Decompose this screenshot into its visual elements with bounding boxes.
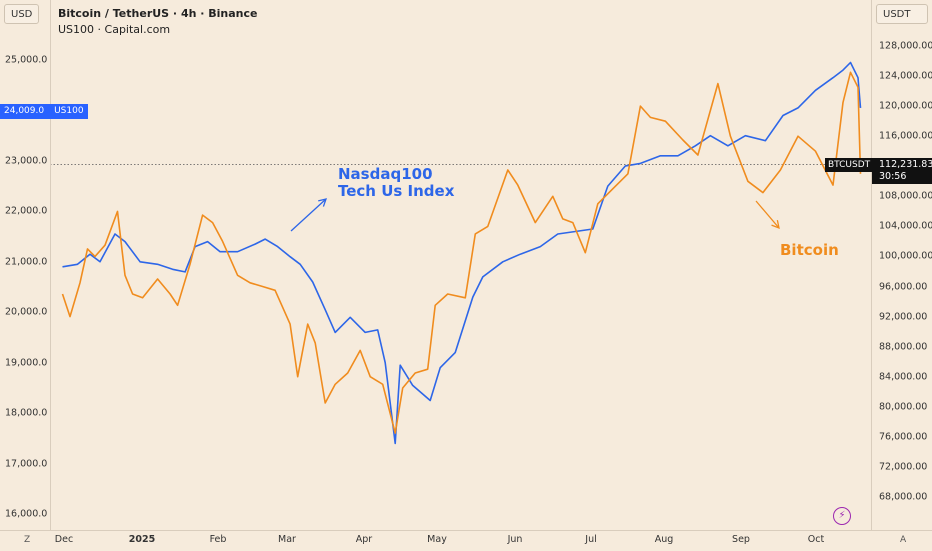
lightning-icon[interactable]: ⚡ — [833, 507, 851, 525]
right-tick-label: 88,000.00 — [879, 341, 928, 353]
btc-symbol-tag: BTCUSDT — [825, 158, 874, 172]
x-tick-label: Sep — [732, 534, 750, 545]
right-tick-label: 104,000.00 — [879, 220, 932, 232]
nasdaq-series-line[interactable] — [62, 61, 862, 445]
right-unit-button[interactable]: USDT — [876, 4, 928, 24]
right-tick-label: 124,000.00 — [879, 70, 932, 82]
left-price-axis[interactable] — [0, 0, 51, 530]
timezone-button[interactable]: Z — [24, 535, 31, 545]
right-tick-label: 120,000.00 — [879, 100, 932, 112]
legend: Bitcoin / TetherUS · 4h · Binance US100 … — [58, 6, 257, 38]
right-tick-label: 128,000.00 — [879, 40, 932, 52]
bar-countdown: 30:56 — [879, 171, 907, 182]
x-tick-label: Jul — [585, 534, 597, 545]
nasdaq-arrow-icon — [290, 198, 328, 232]
right-tick-label: 100,000.00 — [879, 250, 932, 262]
left-tick-label: 22,000.0 — [5, 205, 48, 217]
left-tick-label: 19,000.0 — [5, 357, 48, 369]
x-tick-label: May — [427, 534, 447, 545]
bitcoin-series-line[interactable] — [61, 71, 862, 434]
left-tick-label: 21,000.0 — [5, 256, 48, 268]
x-tick-label: Oct — [807, 534, 825, 545]
nasdaq-annotation-line1: Nasdaq100 — [338, 165, 433, 183]
right-tick-label: 108,000.00 — [879, 190, 932, 202]
left-tick-label: 20,000.0 — [5, 306, 48, 318]
x-tick-label: Dec — [54, 534, 74, 545]
us100-symbol-label: US100 — [54, 106, 84, 116]
left-tick-label: 16,000.0 — [5, 508, 48, 520]
right-price-axis[interactable] — [871, 0, 932, 530]
btc-last-price: 112,231.83 — [879, 159, 932, 170]
left-unit-button[interactable]: USD — [4, 4, 40, 24]
legend-main-symbol[interactable]: Bitcoin / TetherUS · 4h · Binance — [58, 7, 258, 20]
nasdaq-annotation: Nasdaq100 Tech Us Index — [338, 166, 454, 200]
x-tick-label: Jun — [507, 534, 523, 545]
left-tick-label: 23,000.0 — [5, 155, 48, 167]
left-tick-label: 18,000.0 — [5, 407, 48, 419]
x-tick-label: Apr — [355, 534, 373, 545]
x-tick-label: Feb — [209, 534, 227, 545]
legend-secondary-symbol[interactable]: US100 · Capital.com — [58, 23, 171, 36]
auto-scale-button[interactable]: A — [900, 535, 907, 545]
right-tick-label: 96,000.00 — [879, 281, 928, 293]
right-tick-label: 84,000.00 — [879, 371, 928, 383]
right-tick-label: 68,000.00 — [879, 491, 928, 503]
x-tick-label: Mar — [278, 534, 296, 545]
x-tick-label: Aug — [654, 534, 674, 545]
right-tick-label: 72,000.00 — [879, 461, 928, 473]
btc-price-badge: 112,231.83 30:56 — [872, 158, 932, 184]
nasdaq-annotation-line2: Tech Us Index — [338, 182, 455, 200]
right-tick-label: 80,000.00 — [879, 401, 928, 413]
right-tick-label: 116,000.00 — [879, 130, 932, 142]
bitcoin-annotation: Bitcoin — [780, 241, 839, 259]
bitcoin-arrow-icon — [755, 200, 780, 230]
left-tick-label: 17,000.0 — [5, 458, 48, 470]
right-tick-label: 92,000.00 — [879, 311, 928, 323]
right-tick-label: 76,000.00 — [879, 431, 928, 443]
us100-price-value: 24,009.0 — [4, 106, 45, 116]
left-tick-label: 25,000.0 — [5, 54, 48, 66]
us100-price-badge: 24,009.0 US100 — [0, 104, 88, 119]
time-axis[interactable] — [0, 530, 932, 551]
x-tick-label: 2025 — [128, 534, 156, 545]
